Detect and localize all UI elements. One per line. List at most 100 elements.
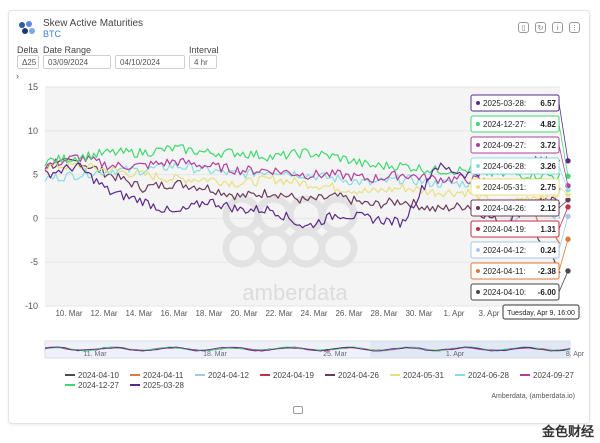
tooltip-value: 2.12 bbox=[540, 204, 556, 213]
interval-select[interactable]: 4 hr bbox=[189, 55, 217, 69]
legend-label: 2024-04-11 bbox=[143, 371, 184, 380]
x-tick-label: 28. Mar bbox=[370, 309, 397, 318]
start-date-input[interactable]: 03/09/2024 bbox=[43, 55, 111, 69]
tooltip-label: 2024-04-11: bbox=[483, 267, 526, 276]
tooltip-dot bbox=[476, 122, 480, 126]
date-range-label: Date Range bbox=[43, 45, 92, 55]
credit-text: Amberdata, (amberdata.io) bbox=[491, 393, 575, 400]
refresh-icon[interactable]: ↻ bbox=[535, 22, 546, 33]
x-tick-label: 14. Mar bbox=[125, 309, 152, 318]
x-tick-label: 10. Mar bbox=[55, 309, 82, 318]
legend-label: 2025-03-28 bbox=[143, 381, 184, 390]
legend-label: 2024-04-26 bbox=[338, 371, 379, 380]
tooltip-value: 3.72 bbox=[540, 141, 556, 150]
y-tick-label: 0 bbox=[33, 213, 38, 223]
tooltip-value: 2.75 bbox=[540, 183, 556, 192]
tooltip-label: 2025-03-28: bbox=[483, 99, 526, 108]
y-tick-label: -10 bbox=[25, 301, 38, 311]
tooltip-value: 4.82 bbox=[540, 120, 556, 129]
navigator-label: 18. Mar bbox=[203, 351, 227, 358]
x-tick-label: 16. Mar bbox=[160, 309, 187, 318]
interval-label: Interval bbox=[189, 45, 219, 55]
tooltip-value: -2.38 bbox=[538, 267, 557, 276]
end-date-input[interactable]: 04/10/2024 bbox=[115, 55, 185, 69]
tooltip-label: 2024-04-26: bbox=[483, 204, 526, 213]
x-tick-label: 26. Mar bbox=[335, 309, 362, 318]
x-tick-label: 30. Mar bbox=[405, 309, 432, 318]
tooltip-connector bbox=[558, 144, 569, 186]
asset-subtitle: BTC bbox=[43, 29, 61, 39]
x-tick-label: 12. Mar bbox=[90, 309, 117, 318]
tooltip-connector bbox=[558, 123, 569, 177]
camera-icon[interactable] bbox=[293, 406, 303, 414]
tooltip-dot bbox=[476, 227, 480, 231]
tooltip-value: 6.57 bbox=[540, 99, 556, 108]
more-icon[interactable]: ⋮ bbox=[569, 22, 580, 33]
y-tick-label: 15 bbox=[28, 82, 38, 92]
legend-label: 2024-12-27 bbox=[78, 381, 119, 390]
navigator-line bbox=[44, 346, 571, 352]
date-tooltip-box bbox=[502, 304, 580, 320]
tooltip-label: 2024-05-31: bbox=[483, 183, 526, 192]
delta-select[interactable]: Δ25 bbox=[17, 55, 39, 69]
tooltip-dot bbox=[476, 143, 480, 147]
tooltip-dot bbox=[476, 164, 480, 168]
bookmark-icon[interactable]: ▯ bbox=[518, 22, 529, 33]
watermark-ring bbox=[318, 228, 358, 268]
tooltip-connector bbox=[558, 102, 569, 161]
tooltip-value: 3.26 bbox=[540, 162, 556, 171]
y-tick-label: 5 bbox=[33, 170, 38, 180]
navigator-label: 1. Apr bbox=[446, 351, 465, 358]
navigator-label: 25. Mar bbox=[323, 351, 347, 358]
amberdata-watermark: amberdata bbox=[242, 280, 348, 305]
x-tick-label: 1. Apr bbox=[444, 309, 465, 318]
y-tick-label: 10 bbox=[28, 126, 38, 136]
tooltip-dot bbox=[476, 290, 480, 294]
tooltip-label: 2024-04-19: bbox=[483, 225, 526, 234]
tooltip-connector bbox=[558, 239, 569, 272]
x-tick-label: 3. Apr bbox=[479, 309, 500, 318]
x-tick-label: 24. Mar bbox=[300, 309, 327, 318]
series-end-marker-2024-04-10 bbox=[564, 267, 572, 275]
tooltip-label: 2024-09-27: bbox=[483, 141, 526, 150]
tooltip-dot bbox=[476, 206, 480, 210]
amberdata-logo-icon bbox=[19, 21, 35, 34]
legend-label: 2024-06-28 bbox=[468, 371, 509, 380]
expand-chevron-icon[interactable]: › bbox=[16, 71, 19, 81]
tooltip-dot bbox=[476, 101, 480, 105]
y-tick-label: -5 bbox=[30, 257, 38, 267]
tooltip-label: 2024-04-12: bbox=[483, 246, 526, 255]
tooltip-label: 2024-12-27: bbox=[483, 120, 526, 129]
date-tooltip: Tuesday, Apr 9, 16:00 bbox=[507, 310, 575, 317]
chart-title: Skew Active Maturities bbox=[43, 18, 144, 29]
tooltip-connector bbox=[558, 186, 569, 195]
navigator-label: 8. Apr bbox=[566, 351, 585, 358]
tooltip-value: 0.24 bbox=[540, 246, 556, 255]
tooltip-label: 2024-06-28: bbox=[483, 162, 526, 171]
corner-badge: 金色财经 bbox=[541, 424, 594, 439]
info-icon[interactable]: i bbox=[552, 22, 563, 33]
navigator-label: 11. Mar bbox=[83, 351, 107, 358]
legend-label: 2024-04-19 bbox=[273, 371, 314, 380]
header-icons: ▯ ↻ i ⋮ bbox=[518, 22, 580, 33]
tooltip-connector bbox=[558, 270, 569, 293]
legend-label: 2024-04-10 bbox=[78, 371, 119, 380]
tooltip-dot bbox=[476, 269, 480, 273]
x-tick-label: 22. Mar bbox=[265, 309, 292, 318]
series-line-2024-09-27 bbox=[44, 154, 561, 191]
tooltip-dot bbox=[476, 248, 480, 252]
legend-label: 2024-04-12 bbox=[208, 371, 249, 380]
tooltip-value: 1.31 bbox=[540, 225, 556, 234]
tooltip-connector bbox=[558, 206, 569, 230]
tooltip-connector bbox=[558, 216, 569, 251]
delta-label: Delta bbox=[17, 45, 39, 55]
tooltip-label: 2024-04-10: bbox=[483, 288, 526, 297]
x-tick-label: 18. Mar bbox=[195, 309, 222, 318]
x-tick-label: 20. Mar bbox=[230, 309, 257, 318]
navigator-selection bbox=[370, 341, 570, 358]
tooltip-connector bbox=[558, 199, 569, 209]
tooltip-connector bbox=[558, 165, 569, 190]
legend-label: 2024-05-31 bbox=[403, 371, 444, 380]
tooltip-value: -6.00 bbox=[538, 288, 557, 297]
